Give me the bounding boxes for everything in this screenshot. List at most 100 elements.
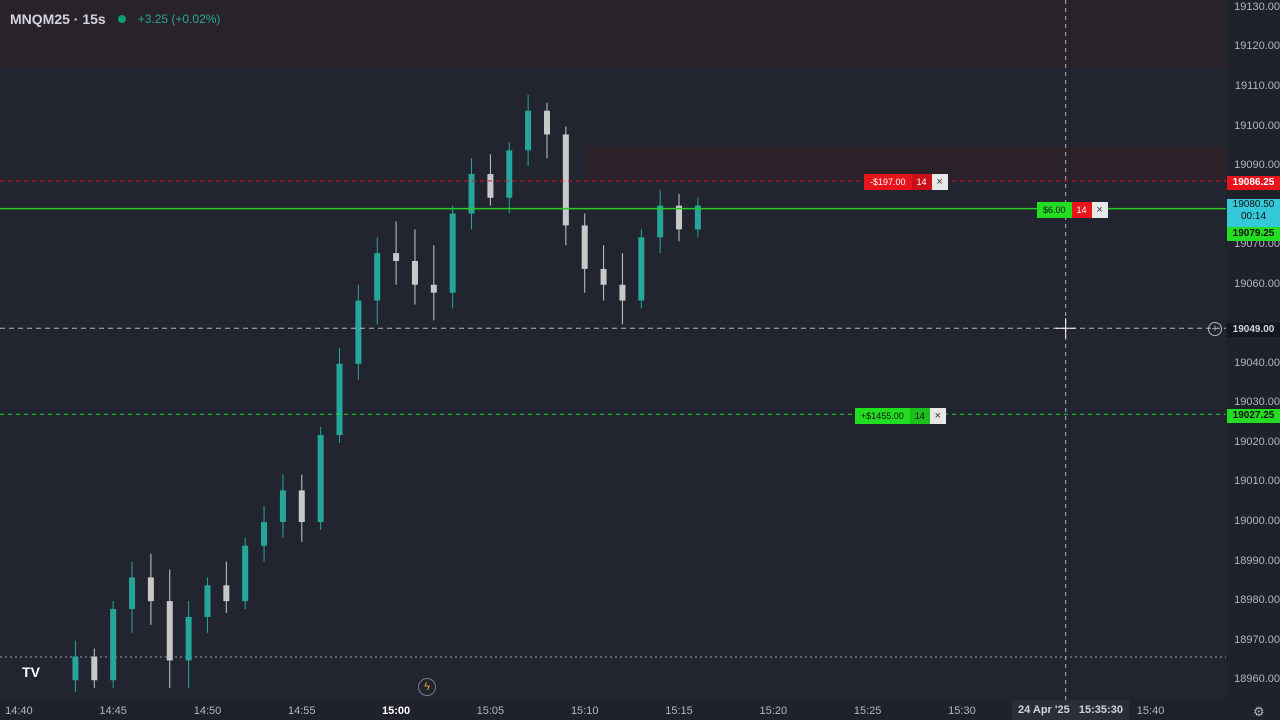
- candle-body-8: [223, 585, 230, 602]
- time-tick-label: 15:10: [570, 705, 599, 717]
- time-tick-label: 15:15: [665, 705, 693, 717]
- time-tick-label: 15:00: [382, 705, 411, 717]
- price-tick-label: 19120.00: [1234, 40, 1280, 53]
- stop-order-label[interactable]: -$197.00 14 ×: [864, 174, 948, 190]
- price-tick-label: 19020.00: [1234, 435, 1280, 448]
- position-label[interactable]: $6.00 14 ×: [1037, 202, 1108, 218]
- candle-body-17: [393, 253, 400, 262]
- candle-body-23: [506, 150, 513, 198]
- tradingview-logo-icon[interactable]: TV: [22, 664, 40, 680]
- candle-body-2: [110, 609, 117, 681]
- price-tick-label: 19090.00: [1234, 159, 1280, 172]
- crosshair-time: 15:35:30: [1078, 704, 1123, 716]
- price-tick-label: 18960.00: [1234, 673, 1280, 686]
- time-tick-label: 14:40: [5, 705, 33, 717]
- price-tick-label: 19010.00: [1234, 475, 1280, 488]
- candle-body-16: [374, 253, 381, 301]
- price-tick-label: 19000.00: [1234, 515, 1280, 528]
- time-tick-label: 15:20: [759, 705, 788, 717]
- candle-body-19: [430, 284, 437, 293]
- add-alert-plus-icon[interactable]: +: [1208, 322, 1222, 336]
- chart-plot-area[interactable]: [0, 0, 1226, 700]
- price-tick-label: 19100.00: [1234, 119, 1280, 132]
- candle-body-18: [411, 261, 418, 285]
- current-price-value: 19080.50: [1232, 199, 1275, 210]
- candle-layer: [72, 94, 701, 693]
- price-tick-label: 19130.00: [1234, 0, 1280, 13]
- time-axis[interactable]: 14:40 14:45 14:50 14:55 15:00 15:05 15:10 15:15…: [0, 700, 1280, 720]
- target-price-badge: 19027.25: [1227, 409, 1280, 423]
- candle-body-10: [261, 522, 268, 546]
- time-tick-label: 14:45: [99, 705, 127, 717]
- candle-body-0: [72, 656, 79, 681]
- crosshair-price-badge: 19049.00: [1227, 323, 1280, 337]
- zone-layer: [0, 0, 1226, 181]
- candle-body-12: [298, 490, 305, 523]
- candle-body-32: [676, 205, 683, 230]
- stop-order-pnl[interactable]: -$197.00: [864, 174, 912, 190]
- crosshair-time-badge: 24 Apr '25 15:35:30: [1012, 700, 1129, 720]
- position-qty[interactable]: 14: [1071, 202, 1092, 218]
- price-axis[interactable]: 19130.00 19120.00 19110.00 19100.00 19090.00…: [1226, 0, 1280, 700]
- candle-body-3: [129, 577, 136, 610]
- lightning-bolt-icon[interactable]: ϟ: [418, 678, 436, 696]
- candle-body-24: [525, 110, 532, 151]
- candle-body-22: [487, 174, 494, 198]
- market-status-dot-icon: [117, 15, 126, 23]
- time-tick-label: 14:55: [288, 705, 316, 717]
- target-order-pnl[interactable]: +$1455.00: [855, 408, 910, 424]
- candle-body-11: [279, 490, 286, 523]
- candle-body-31: [657, 205, 664, 238]
- candle-body-25: [543, 110, 550, 135]
- price-tick-label: 19040.00: [1234, 356, 1280, 369]
- candle-body-15: [355, 300, 362, 364]
- candle-body-7: [204, 585, 211, 617]
- candle-body-6: [185, 616, 192, 661]
- symbol-header: MNQM25 · 15s +3.25 (+0.02%): [10, 10, 220, 28]
- target-order-qty[interactable]: 14: [909, 408, 930, 424]
- candle-body-20: [449, 213, 456, 293]
- price-tick-label: 19070.00: [1234, 238, 1280, 251]
- current-price-badge: 19080.50 00:14: [1227, 199, 1280, 227]
- stop-order-qty[interactable]: 14: [911, 174, 932, 190]
- price-change: +3.25 (+0.02%): [137, 12, 221, 26]
- candle-body-1: [91, 656, 98, 681]
- candle-body-33: [694, 205, 701, 230]
- plot-background: [0, 0, 1226, 700]
- price-tick-label: 19060.00: [1234, 277, 1280, 290]
- symbol-title[interactable]: MNQM25 · 15s: [10, 11, 106, 27]
- candle-body-13: [317, 435, 324, 523]
- candle-body-28: [600, 268, 607, 285]
- candle-body-30: [638, 237, 645, 301]
- candle-body-21: [468, 174, 475, 214]
- stop-order-close-icon[interactable]: ×: [931, 174, 948, 190]
- candle-body-27: [581, 225, 588, 269]
- candle-body-14: [336, 363, 343, 436]
- price-tick-label: 18990.00: [1234, 554, 1280, 567]
- candle-body-4: [147, 577, 154, 602]
- price-tick-label: 19110.00: [1234, 80, 1280, 92]
- price-tick-label: 18970.00: [1234, 633, 1280, 646]
- crosshair-date: 24 Apr '25: [1018, 704, 1070, 716]
- entry-price-badge: 19079.25: [1227, 227, 1280, 241]
- position-pnl[interactable]: $6.00: [1037, 202, 1072, 218]
- target-order-label[interactable]: +$1455.00 14 ×: [855, 408, 946, 424]
- price-tick-label: 19030.00: [1234, 396, 1280, 409]
- time-tick-label: 14:50: [193, 705, 222, 717]
- top-shade-zone: [0, 0, 1226, 68]
- price-line-layer: [0, 0, 1226, 700]
- candle-body-9: [242, 545, 249, 602]
- bar-countdown: 00:14: [1240, 211, 1267, 222]
- candle-body-26: [562, 134, 569, 226]
- price-tick-label: 18980.00: [1234, 594, 1280, 607]
- time-tick-label: 15:25: [853, 705, 882, 717]
- candle-body-29: [619, 284, 626, 301]
- time-tick-label: 15:30: [948, 705, 976, 717]
- time-tick-label: 15:40: [1136, 705, 1165, 717]
- stop-price-badge: 19086.25: [1227, 176, 1280, 190]
- gear-icon[interactable]: ⚙: [1253, 704, 1265, 719]
- candle-body-5: [166, 601, 173, 661]
- position-close-icon[interactable]: ×: [1091, 202, 1108, 218]
- target-order-close-icon[interactable]: ×: [929, 408, 946, 424]
